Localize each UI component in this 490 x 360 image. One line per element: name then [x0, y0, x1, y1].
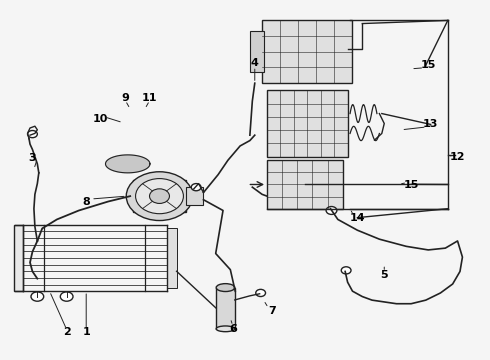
Text: 14: 14 [349, 213, 365, 222]
Bar [262, 21, 352, 83]
Text: 1: 1 [82, 327, 90, 337]
Circle shape [27, 131, 37, 138]
Ellipse shape [216, 284, 235, 292]
Ellipse shape [216, 326, 235, 332]
Circle shape [135, 157, 145, 165]
Circle shape [125, 156, 135, 163]
Circle shape [126, 172, 193, 221]
Text: 7: 7 [268, 306, 276, 316]
Text: 8: 8 [82, 197, 90, 207]
Circle shape [60, 292, 73, 301]
Text: 12: 12 [450, 152, 465, 162]
Text: 2: 2 [63, 327, 71, 337]
Text: 3: 3 [28, 153, 36, 163]
Bar [167, 228, 176, 288]
Bar [267, 160, 343, 209]
Bar [267, 90, 347, 157]
Polygon shape [105, 155, 150, 173]
Text: 10: 10 [93, 114, 109, 124]
Text: 13: 13 [423, 120, 439, 129]
Bar [14, 225, 23, 291]
Bar [186, 187, 203, 205]
Circle shape [31, 292, 44, 301]
Circle shape [256, 289, 266, 297]
Circle shape [341, 267, 351, 274]
Text: 11: 11 [142, 93, 157, 103]
Text: 15: 15 [403, 180, 419, 190]
Circle shape [326, 207, 337, 215]
Text: 4: 4 [251, 58, 259, 68]
Circle shape [149, 189, 170, 203]
Text: 6: 6 [229, 324, 237, 334]
Bar [216, 288, 235, 329]
Text: 15: 15 [420, 60, 436, 70]
Circle shape [136, 179, 183, 214]
Bar [250, 31, 264, 72]
Text: 9: 9 [122, 93, 129, 103]
Circle shape [191, 184, 201, 191]
Bar [133, 180, 186, 212]
Text: 5: 5 [380, 270, 388, 280]
